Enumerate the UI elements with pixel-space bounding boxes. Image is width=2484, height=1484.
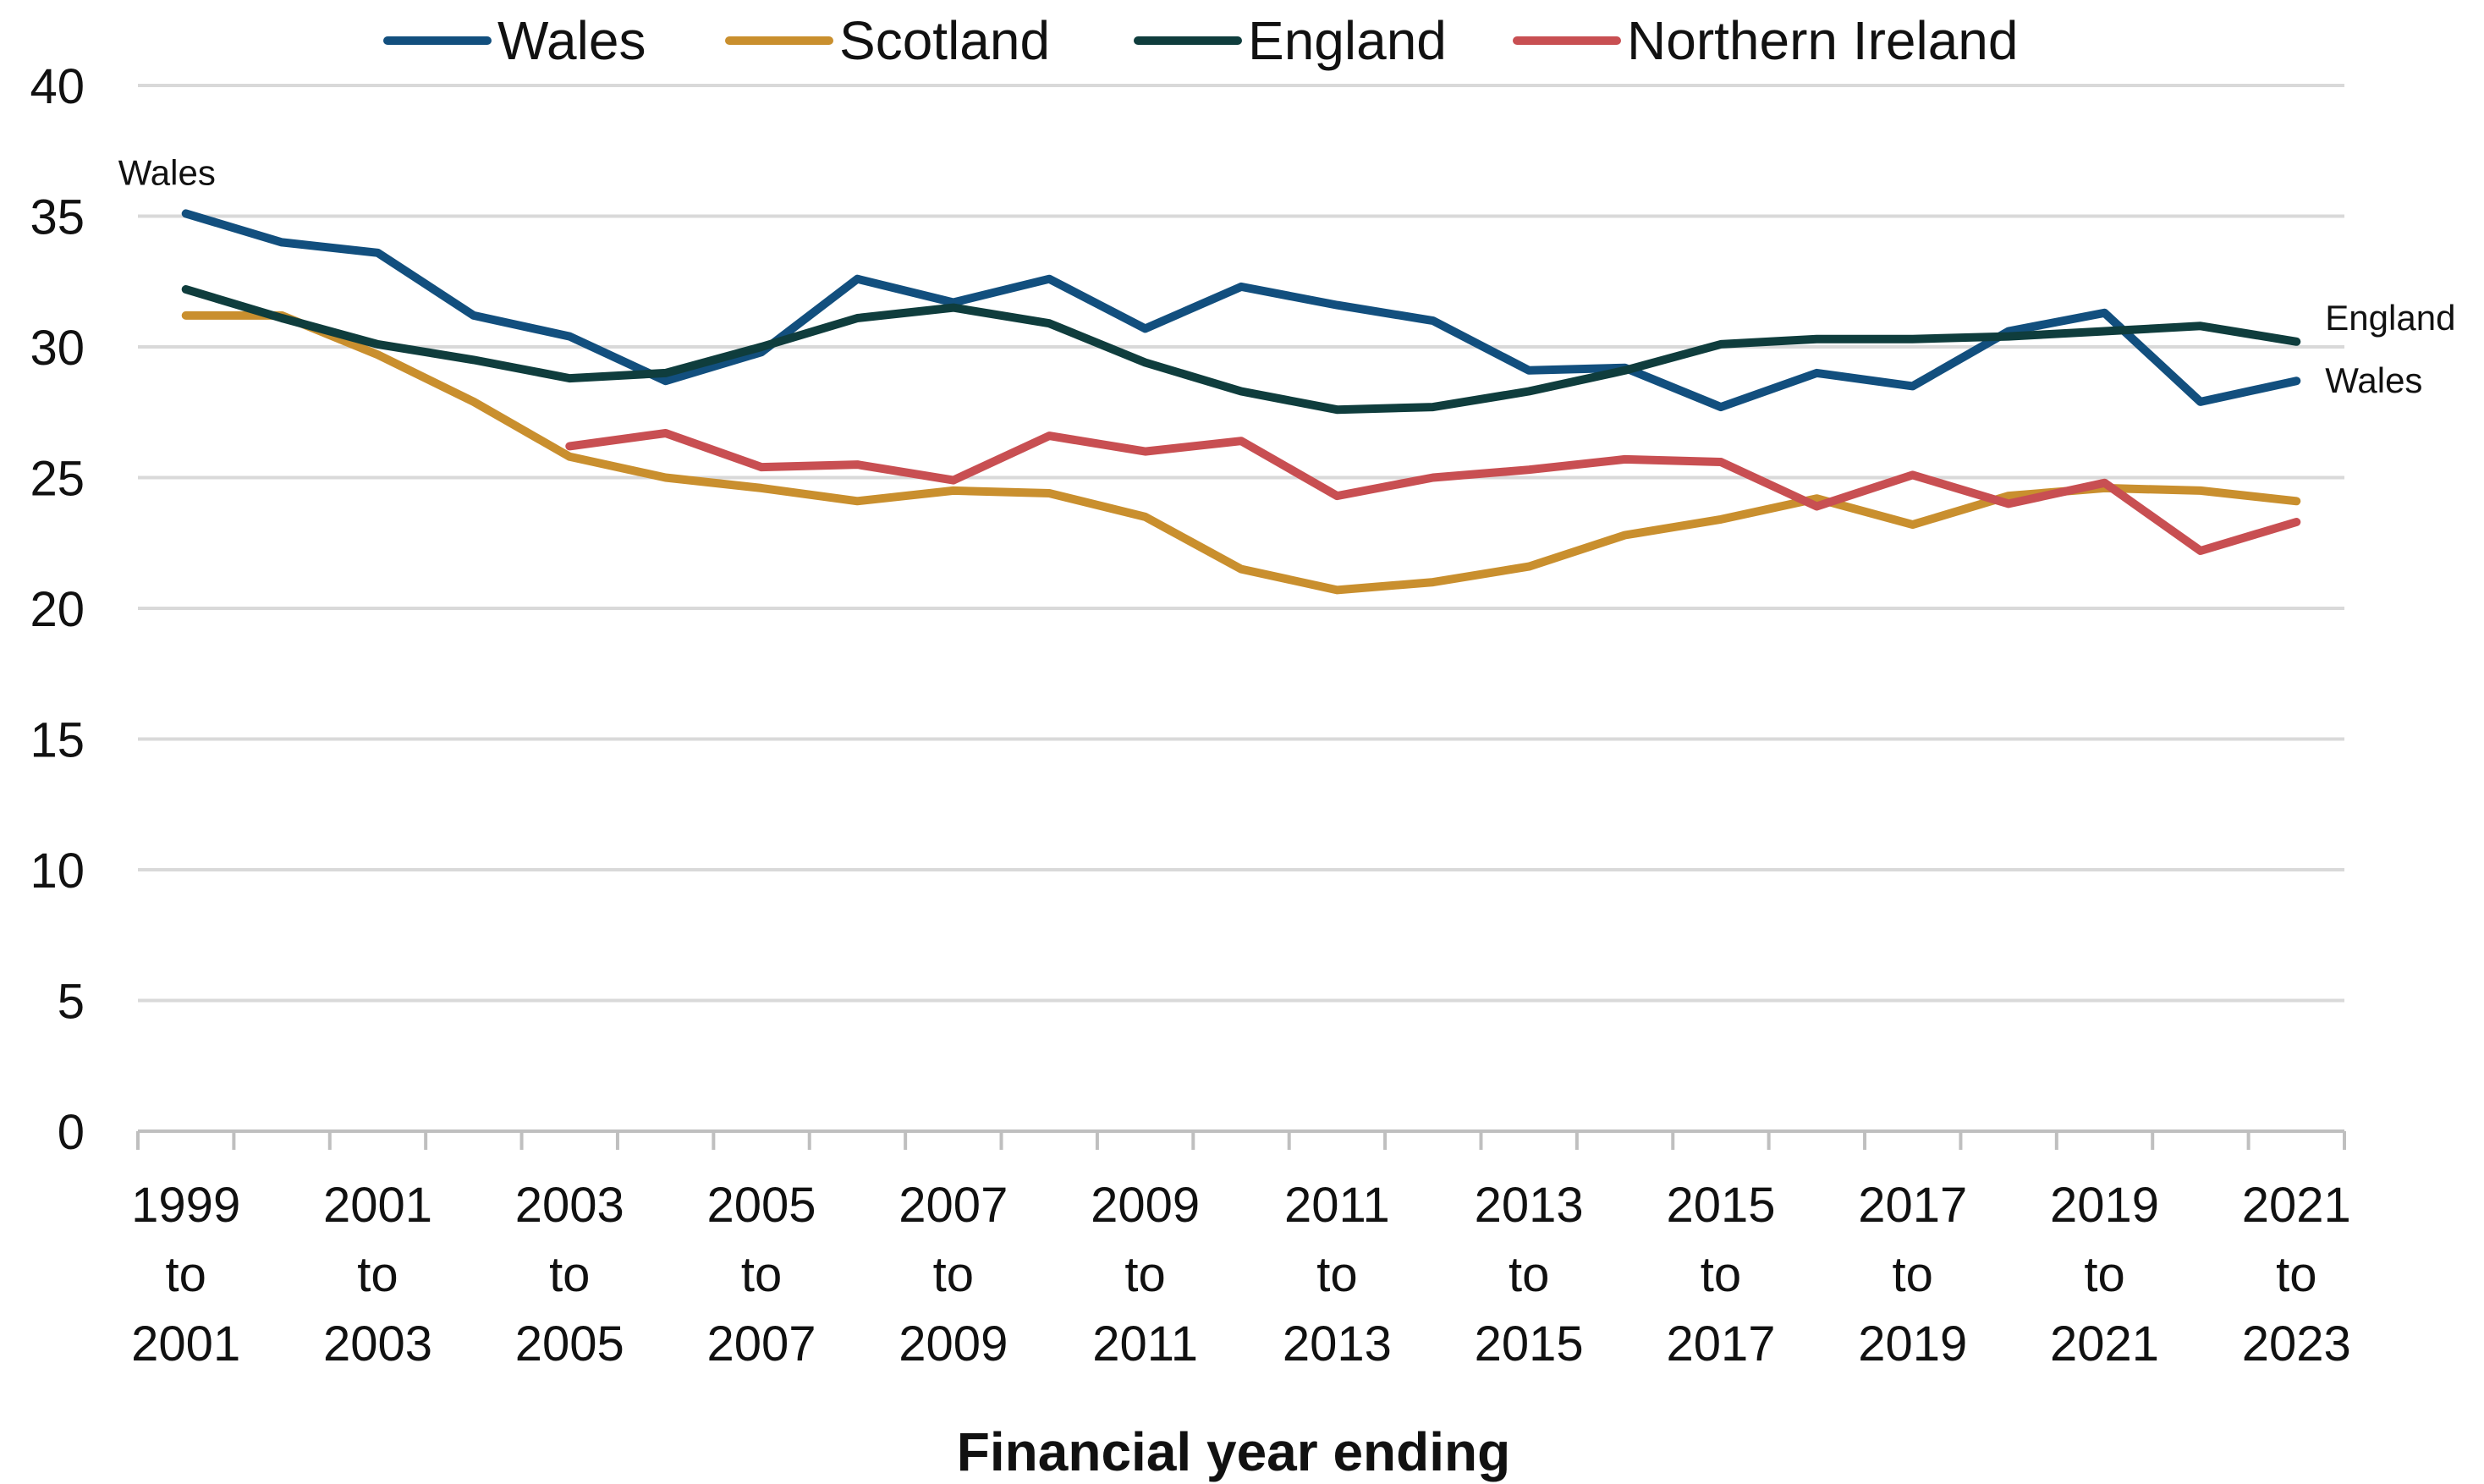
gridlines: [138, 84, 2344, 1003]
x-tick-label-line: 2003: [323, 1316, 432, 1371]
legend: Wales Scotland England Northern Ireland: [383, 10, 2018, 71]
x-tick-label-line: 2013: [1283, 1316, 1392, 1371]
x-tick-label-line: 2001: [131, 1316, 240, 1371]
x-tick-label-line: to: [1509, 1247, 1549, 1302]
x-tick-label-line: to: [1893, 1247, 1933, 1302]
x-tick-label: 2019 to 2021: [2050, 1178, 2159, 1371]
series-line-scotland: [181, 311, 2301, 595]
x-tick-label: 2003 to 2005: [515, 1178, 624, 1371]
x-tick-label-line: 2013: [1475, 1178, 1584, 1233]
x-tick-label-line: to: [1124, 1247, 1165, 1302]
x-tick-label-line: 2003: [515, 1178, 624, 1233]
x-tick-label-line: 2021: [2050, 1316, 2159, 1371]
x-tick-label-line: to: [166, 1247, 206, 1302]
x-tick-label: 2005 to 2007: [707, 1178, 816, 1371]
x-tick-label-line: 2011: [1092, 1316, 1198, 1371]
x-tick-label-line: to: [357, 1247, 398, 1302]
x-tick-label-line: 2007: [899, 1178, 1008, 1233]
y-tick-label: 0: [58, 1105, 85, 1160]
x-tick-label-line: to: [1701, 1247, 1741, 1302]
x-tick-label: 2009 to 2011: [1091, 1178, 1200, 1371]
legend-item: Scotland: [725, 10, 1050, 71]
series-annotations: Wales England Wales: [118, 152, 2456, 400]
x-tick-label: 2015 to 2017: [1666, 1178, 1775, 1371]
y-tick-label: 25: [30, 452, 85, 507]
x-tick-label: 2013 to 2015: [1475, 1178, 1584, 1371]
x-tick-label-line: 2005: [707, 1178, 816, 1233]
x-tick-label-line: 1999: [131, 1178, 240, 1233]
x-tick-label: 2001 to 2003: [323, 1178, 432, 1371]
x-tick-label-line: 2019: [1858, 1316, 1967, 1371]
x-tick-label: 2011 to 2013: [1283, 1178, 1392, 1371]
x-tick-label-line: to: [2276, 1247, 2316, 1302]
annotation-label: England: [2325, 298, 2455, 338]
series-line-northern-ireland: [565, 429, 2301, 555]
x-tick-label-line: 2019: [2050, 1178, 2159, 1233]
x-tick-label-line: to: [933, 1247, 974, 1302]
x-tick-label-line: 2005: [515, 1316, 624, 1371]
x-tick-label-line: to: [2084, 1247, 2124, 1302]
x-tick-label-line: 2015: [1475, 1316, 1584, 1371]
annotation-label: Wales: [118, 152, 216, 192]
x-tick-label-line: to: [741, 1247, 782, 1302]
x-tick-label: 1999 to 2001: [131, 1178, 240, 1371]
y-tick-label: 30: [30, 321, 85, 376]
x-tick-label: 2007 to 2009: [899, 1178, 1008, 1371]
x-tick-label-line: 2015: [1666, 1178, 1775, 1233]
series-line-england: [181, 285, 2301, 415]
legend-label: Northern Ireland: [1627, 10, 2018, 71]
x-tick-label-line: 2017: [1666, 1316, 1775, 1371]
x-tick-label-line: 2023: [2242, 1316, 2351, 1371]
x-tick-label-line: 2007: [707, 1316, 816, 1371]
y-tick-label: 15: [30, 713, 85, 768]
annotation-label: Wales: [2325, 360, 2422, 400]
x-axis-title: Financial year ending: [957, 1421, 1510, 1482]
legend-item: Northern Ireland: [1513, 10, 2018, 71]
y-tick-label: 10: [30, 844, 85, 899]
y-tick-label: 35: [30, 190, 85, 245]
series-line-wales: [181, 209, 2301, 412]
x-tick-label-line: 2009: [899, 1316, 1008, 1371]
legend-label: England: [1248, 10, 1447, 71]
x-tick-label-line: 2011: [1284, 1178, 1390, 1233]
legend-item: England: [1134, 10, 1447, 71]
legend-item: Wales: [383, 10, 646, 71]
x-tick-label-line: 2009: [1091, 1178, 1200, 1233]
y-tick-label: 5: [58, 975, 85, 1030]
x-tick-label-line: to: [1316, 1247, 1357, 1302]
series-lines: [181, 209, 2301, 595]
y-tick-label: 40: [30, 59, 85, 114]
x-tick-label-line: 2001: [323, 1178, 432, 1233]
y-tick-label: 20: [30, 582, 85, 637]
legend-label: Scotland: [839, 10, 1050, 71]
x-tick-label: 2017 to 2019: [1858, 1178, 1967, 1371]
legend-label: Wales: [497, 10, 646, 71]
y-axis-tick-labels: 0 5 10 15 20 25 30 35 40: [30, 59, 85, 1160]
x-tick-label-line: 2017: [1858, 1178, 1967, 1233]
x-axis: [136, 1129, 2346, 1150]
x-tick-label: 2021 to 2023: [2242, 1178, 2351, 1371]
x-tick-label-line: 2021: [2242, 1178, 2351, 1233]
x-tick-label-line: to: [549, 1247, 590, 1302]
